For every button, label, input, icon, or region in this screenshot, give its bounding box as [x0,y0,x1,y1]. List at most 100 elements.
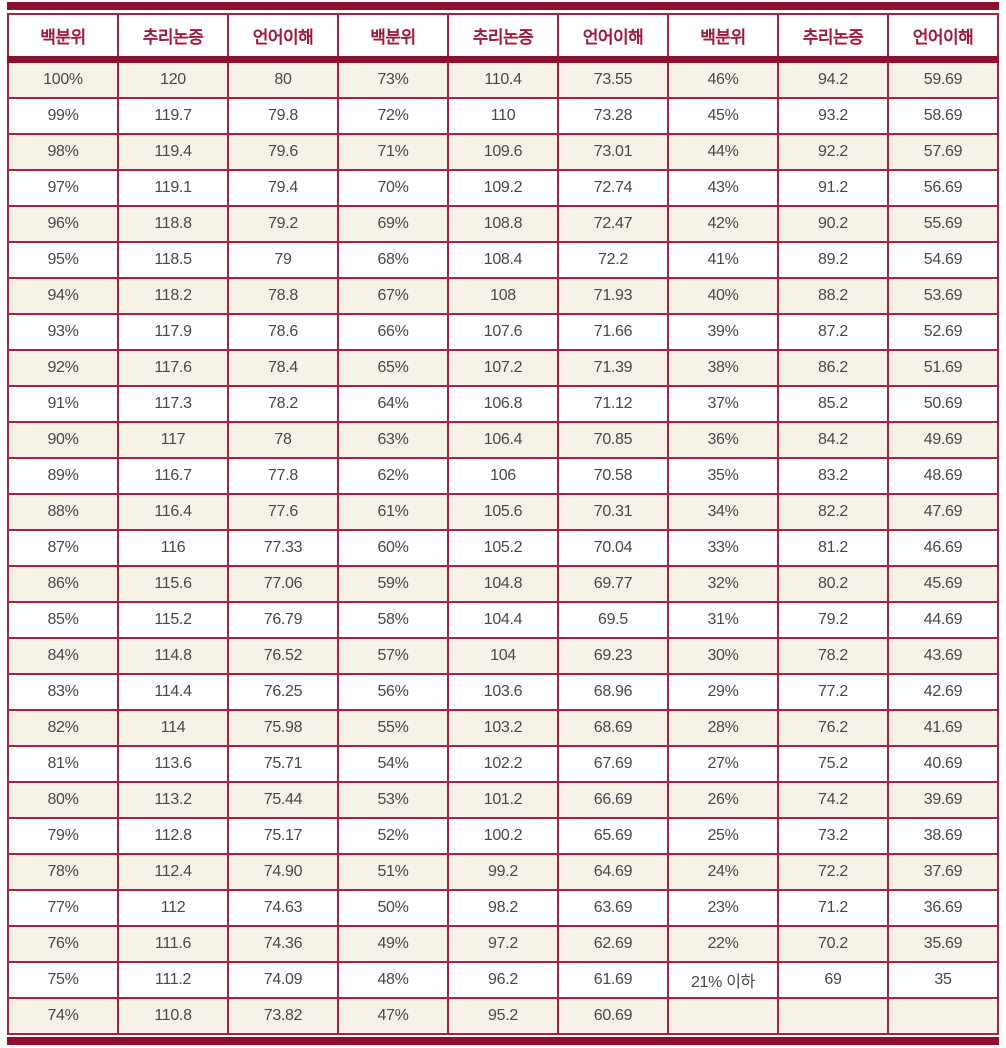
table-cell: 77.6 [227,493,339,531]
table-cell: 51.69 [887,349,999,387]
column-header: 추리논증 [777,13,889,63]
table-cell: 57% [337,637,449,675]
column-header: 언어이해 [227,13,339,63]
table-cell: 116.7 [117,457,229,495]
bottom-rule-bar [7,1037,999,1045]
table-cell: 90.2 [777,205,889,243]
table-cell: 44.69 [887,601,999,639]
table-cell: 61% [337,493,449,531]
table-cell: 69.5 [557,601,669,639]
table-cell: 36.69 [887,889,999,927]
table-cell: 113.2 [117,781,229,819]
table-cell: 96.2 [447,961,559,999]
table-cell: 112 [117,889,229,927]
table-row: 81% 113.6 75.71 54% 102.2 67.69 27% 75.2 40.69 [7,745,999,783]
table-row: 96% 118.8 79.2 69% 108.8 72.47 42% 90.2 55.69 [7,205,999,243]
table-cell: 84% [7,637,119,675]
table-cell: 48% [337,961,449,999]
column-header: 백분위 [337,13,449,63]
table-cell: 65% [337,349,449,387]
table-cell: 118.5 [117,241,229,279]
table-cell: 74% [7,997,119,1035]
table-cell: 69.23 [557,637,669,675]
table-cell: 50% [337,889,449,927]
table-cell: 78.2 [777,637,889,675]
table-cell: 62.69 [557,925,669,963]
table-cell: 38.69 [887,817,999,855]
column-header: 백분위 [667,13,779,63]
table-cell: 62% [337,457,449,495]
table-cell: 75.44 [227,781,339,819]
table-cell: 100% [7,58,119,99]
table-cell: 66.69 [557,781,669,819]
table-row: 88% 116.4 77.6 61% 105.6 70.31 34% 82.2 47.69 [7,493,999,531]
table-cell: 77.06 [227,565,339,603]
table-cell: 111.6 [117,925,229,963]
table-cell [777,997,889,1035]
column-header: 추리논증 [117,13,229,63]
table-cell: 116 [117,529,229,567]
table-cell: 60% [337,529,449,567]
table-cell: 93.2 [777,97,889,135]
table-cell: 78.2 [227,385,339,423]
table-cell: 117.3 [117,385,229,423]
table-cell: 63.69 [557,889,669,927]
table-cell: 73.55 [557,58,669,99]
table-cell: 21% 이하 [667,961,779,999]
table-cell: 55% [337,709,449,747]
table-cell: 35% [667,457,779,495]
table-cell: 72.2 [557,241,669,279]
table-cell: 32% [667,565,779,603]
table-cell: 46% [667,58,779,99]
table-cell: 102.2 [447,745,559,783]
table-cell: 115.6 [117,565,229,603]
table-cell: 34% [667,493,779,531]
table-cell: 81.2 [777,529,889,567]
table-body: 100% 120 80 73% 110.4 73.55 46% 94.2 59.69 99% 119… [7,58,999,1035]
table-cell: 43.69 [887,637,999,675]
table-cell: 108.8 [447,205,559,243]
table-cell: 73.82 [227,997,339,1035]
table-cell: 69 [777,961,889,999]
table-cell: 120 [117,58,229,99]
table-row: 98% 119.4 79.6 71% 109.6 73.01 44% 92.2 57.69 [7,133,999,171]
table-cell: 40% [667,277,779,315]
table-row: 80% 113.2 75.44 53% 101.2 66.69 26% 74.2 39.69 [7,781,999,819]
table-cell: 101.2 [447,781,559,819]
table-cell: 66% [337,313,449,351]
table-cell: 108 [447,277,559,315]
table-cell: 114.8 [117,637,229,675]
table-cell: 26% [667,781,779,819]
table-cell: 69% [337,205,449,243]
table-cell: 87% [7,529,119,567]
table-cell: 114.4 [117,673,229,711]
table-cell: 105.2 [447,529,559,567]
table-cell: 92.2 [777,133,889,171]
table-cell: 41.69 [887,709,999,747]
table-cell: 76.52 [227,637,339,675]
table-cell: 113.6 [117,745,229,783]
table-cell: 59.69 [887,58,999,99]
table-cell: 30% [667,637,779,675]
table-cell: 95% [7,241,119,279]
table-row: 77% 112 74.63 50% 98.2 63.69 23% 71.2 36.69 [7,889,999,927]
table-cell: 48.69 [887,457,999,495]
table-cell: 74.90 [227,853,339,891]
table-cell: 79.6 [227,133,339,171]
table-cell: 68.69 [557,709,669,747]
table-cell: 70.58 [557,457,669,495]
table-cell: 37.69 [887,853,999,891]
table-cell: 94% [7,277,119,315]
table-cell: 68% [337,241,449,279]
table-cell: 56.69 [887,169,999,207]
table-cell: 119.4 [117,133,229,171]
table-cell: 24% [667,853,779,891]
table-cell: 52.69 [887,313,999,351]
table-cell: 88% [7,493,119,531]
table-cell: 99% [7,97,119,135]
table-cell: 49% [337,925,449,963]
table-cell: 96% [7,205,119,243]
table-cell: 76.25 [227,673,339,711]
table-cell: 23% [667,889,779,927]
